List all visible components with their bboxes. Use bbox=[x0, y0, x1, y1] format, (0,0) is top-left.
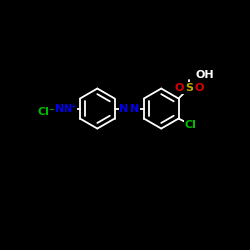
Text: O: O bbox=[195, 83, 204, 93]
Text: N: N bbox=[55, 104, 64, 114]
Text: N: N bbox=[120, 104, 129, 114]
Text: S: S bbox=[185, 83, 193, 93]
Text: O: O bbox=[175, 83, 184, 93]
Text: OH: OH bbox=[196, 70, 214, 81]
Text: N: N bbox=[130, 104, 139, 114]
Text: N⁺: N⁺ bbox=[63, 104, 77, 114]
Text: Cl: Cl bbox=[185, 120, 197, 130]
Text: Cl⁻: Cl⁻ bbox=[37, 108, 55, 118]
